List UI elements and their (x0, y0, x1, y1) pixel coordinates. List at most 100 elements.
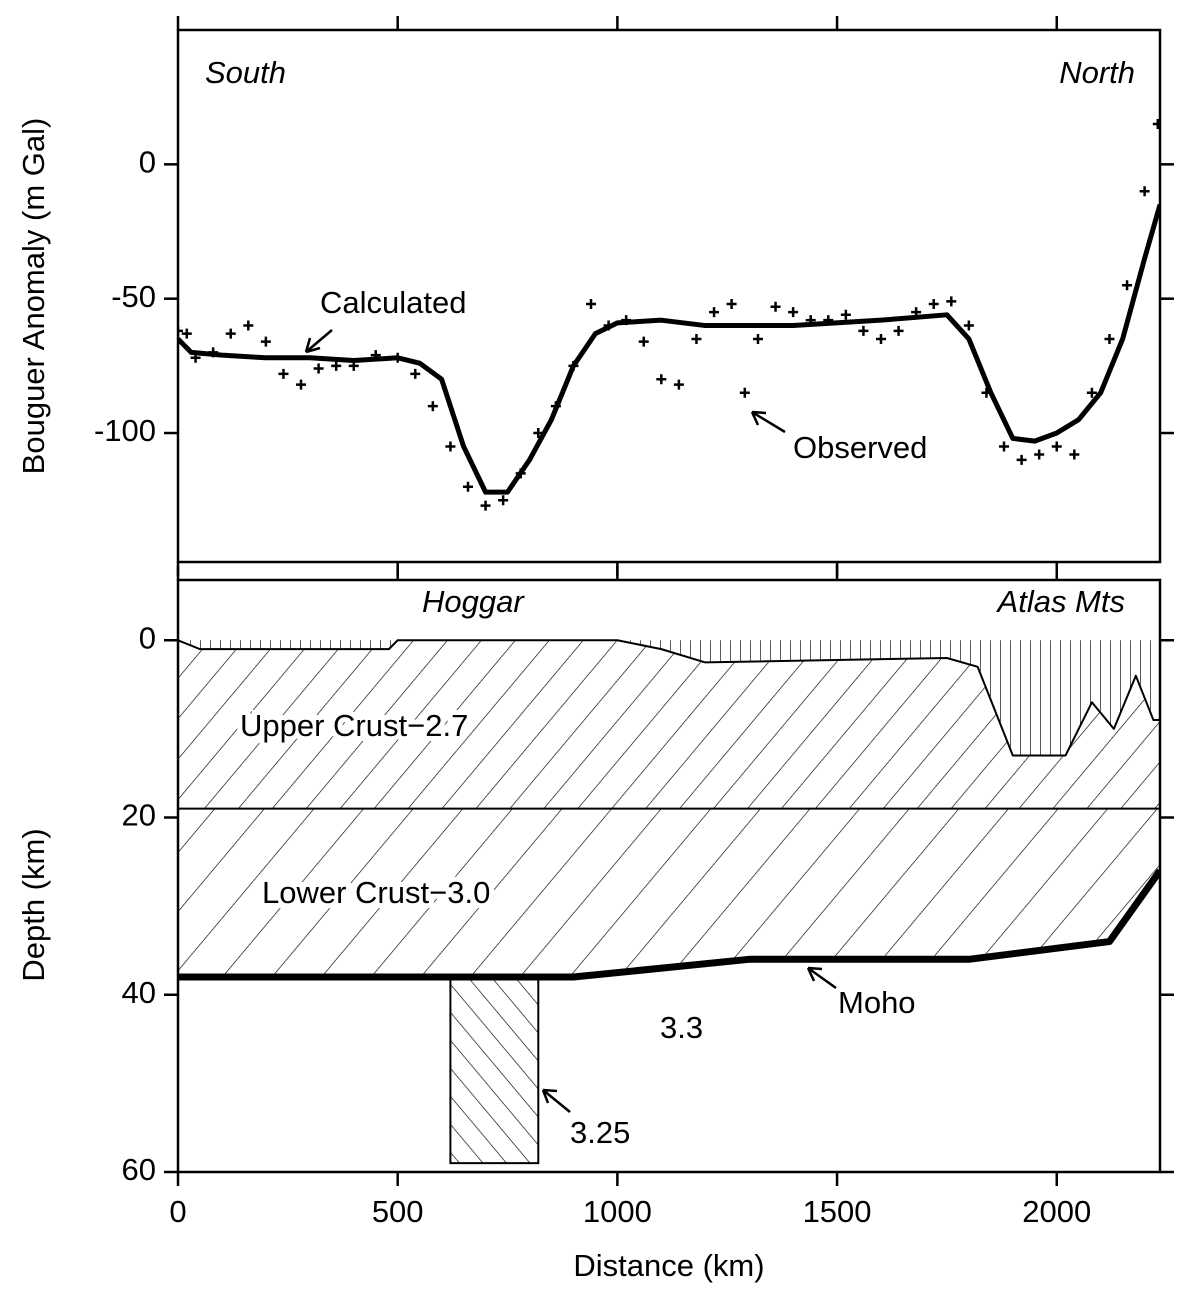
observed-point (533, 428, 544, 439)
frame (176, 28, 1162, 564)
observed-point (770, 301, 781, 312)
panel-plot (178, 119, 1160, 511)
observed-point (963, 320, 974, 331)
x-tick-label: 1500 (803, 1194, 872, 1229)
observed-point (568, 360, 579, 371)
observed-point (1139, 186, 1150, 197)
observed-point (1104, 333, 1115, 344)
observed-point (1086, 387, 1097, 398)
observed-point (752, 333, 763, 344)
annotation: Lower Crust−3.0 (262, 875, 490, 910)
x-tick-label: 2000 (1022, 1194, 1091, 1229)
sediment-fill (178, 640, 1160, 756)
observed-point (586, 299, 597, 310)
x-tick-label: 500 (372, 1194, 424, 1229)
observed-point (858, 325, 869, 336)
observed-point (331, 360, 342, 371)
y-tick-label: 20 (122, 798, 156, 833)
annotation: Calculated (320, 285, 466, 320)
y-axis-label: Bouguer Anomaly (m Gal) (16, 118, 51, 475)
observed-point (243, 320, 254, 331)
arrow (541, 1088, 571, 1113)
observed-point (178, 325, 183, 336)
y-tick-label: -50 (111, 279, 156, 314)
observed-point (1051, 441, 1062, 452)
lower-crust-fill (178, 808, 1160, 978)
annotation: Observed (793, 430, 927, 465)
observed-point (911, 307, 922, 318)
annotation: 3.25 (570, 1115, 630, 1150)
observed-point (190, 352, 201, 363)
arrows (304, 329, 837, 1113)
frame (176, 578, 1162, 1174)
observed-point (225, 328, 236, 339)
y-tick-label: 60 (122, 1152, 156, 1187)
observed-point (313, 363, 324, 374)
arrow (806, 966, 837, 990)
observed-point (410, 368, 421, 379)
observed-point (788, 307, 799, 318)
observed-point (480, 500, 491, 511)
observed-point (550, 401, 561, 412)
observed-point (893, 325, 904, 336)
block (449, 976, 540, 1165)
observed-point (656, 374, 667, 385)
observed-point (875, 333, 886, 344)
arrow (750, 410, 786, 434)
calculated-line (178, 203, 1160, 495)
y-tick-label: -100 (94, 413, 156, 448)
observed-point (181, 328, 192, 339)
observed-point (673, 379, 684, 390)
observed-point (840, 309, 851, 320)
observed-point (278, 368, 289, 379)
observed-point (823, 315, 834, 326)
observed-point (370, 350, 381, 361)
observed-point (726, 299, 737, 310)
y-tick-label: 0 (139, 620, 156, 655)
annotation: Atlas Mts (996, 584, 1125, 619)
annotation: Moho (838, 985, 916, 1020)
observed-point (445, 441, 456, 452)
upper-crust-fill (178, 640, 1160, 809)
observed-point (603, 320, 614, 331)
observed-point (260, 336, 271, 347)
observed-point (462, 481, 473, 492)
observed-point (805, 315, 816, 326)
observed-point (498, 495, 509, 506)
observed-point (1069, 449, 1080, 460)
observed-point (739, 387, 750, 398)
annotation: Upper Crust−2.7 (240, 708, 468, 743)
observed-point (296, 379, 307, 390)
panel-plot (178, 639, 1160, 1165)
x-axis-label: Distance (km) (573, 1248, 764, 1283)
observed-point (709, 307, 720, 318)
y-tick-label: 0 (139, 145, 156, 180)
observed-point (1152, 119, 1160, 130)
observed-point (208, 347, 219, 358)
observed-point (981, 387, 992, 398)
annotation: 3.3 (660, 1010, 703, 1045)
observed-point (1016, 454, 1027, 465)
x-tick-label: 1000 (583, 1194, 652, 1229)
observed-point (621, 315, 632, 326)
observed-point (691, 333, 702, 344)
observed-point (1122, 280, 1133, 291)
observed-point (348, 360, 359, 371)
y-tick-label: 40 (122, 975, 156, 1010)
x-tick-label: 0 (169, 1194, 186, 1229)
sediment-base (178, 639, 1160, 757)
observed-point (392, 352, 403, 363)
annotation: North (1059, 55, 1135, 90)
arrow (304, 329, 333, 354)
observed-point (427, 401, 438, 412)
observed-point (946, 296, 957, 307)
observed-point (1034, 449, 1045, 460)
annotation: South (205, 55, 286, 90)
observed-point (638, 336, 649, 347)
y-axis-label: Depth (km) (16, 828, 51, 981)
observed-point (999, 441, 1010, 452)
observed-point (928, 299, 939, 310)
